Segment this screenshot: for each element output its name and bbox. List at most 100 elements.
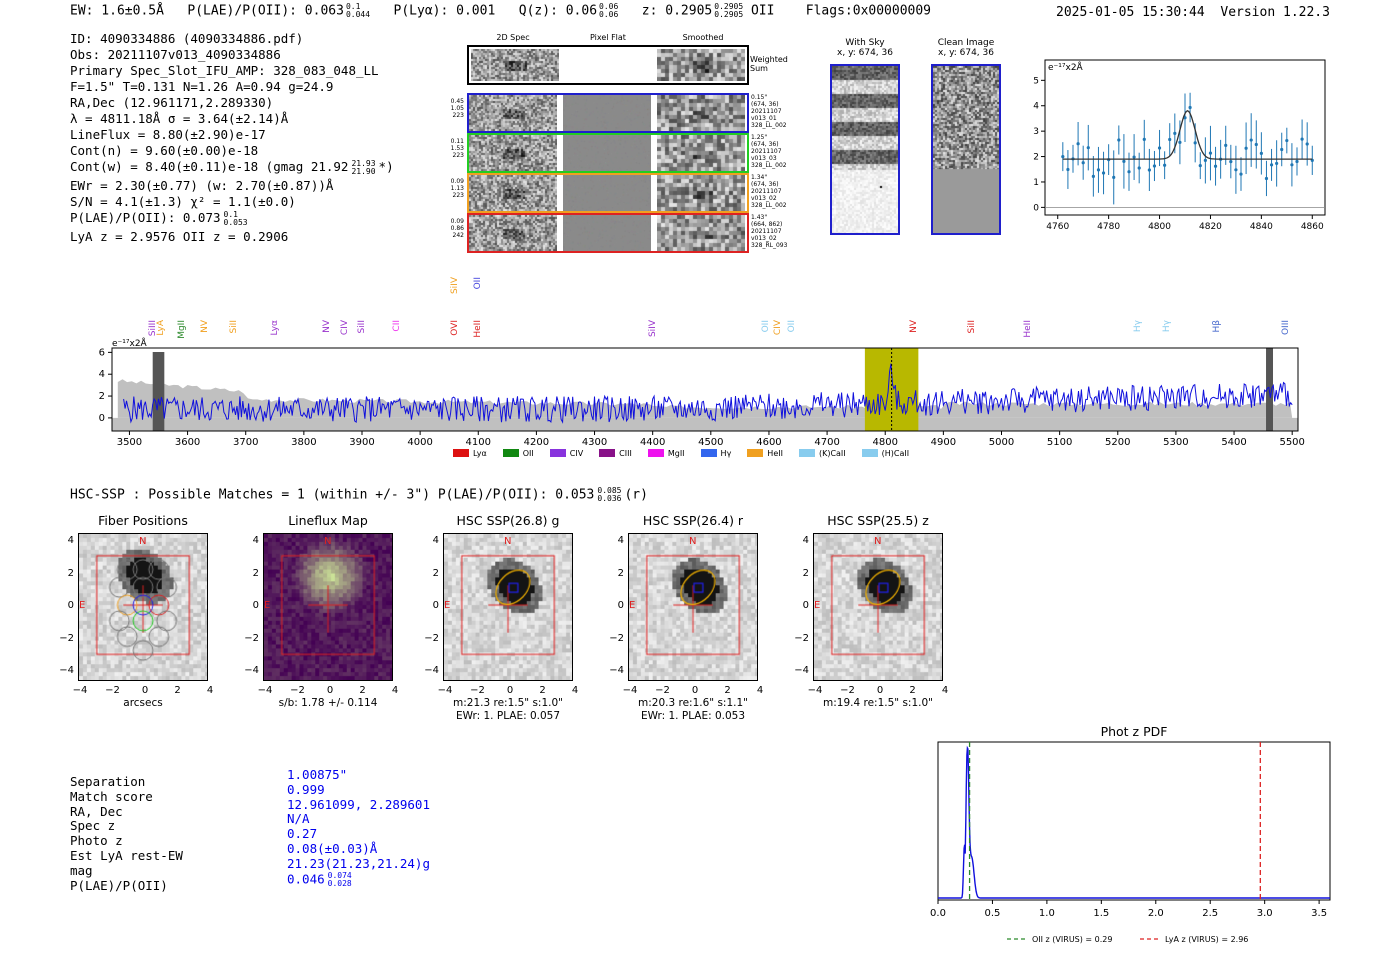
legend-swatch [647,449,664,457]
fiber-info: 20211107 [751,228,782,235]
photz-pdf-plot: 0.0 0.5 1.0 1.5 2.0 2.5 3.0 3.5 OII z (VIRUS) = … [930,741,1331,944]
hsc-panel-image [263,533,393,681]
clean-image-coords: x, y: 674, 36 [938,48,994,58]
hsc-ytick: 0 [432,600,439,611]
header-z-sub: 0.2905 [714,10,744,19]
hsc-panel-title: Fiber Positions [98,513,188,528]
fiber-row-right-info: 0.15" (674, 36) 20211107 v013_01 328_LL_002 [751,94,791,129]
fit-data-point [1275,161,1279,166]
spectrum-xtick-label: 3800 [291,437,316,448]
header-ew: EW: 1.6±0.5Å [70,3,164,19]
spectrum-xtick-label: 3900 [349,437,374,448]
fit-data-point [1198,164,1202,168]
fiber-flat-image [563,95,651,131]
hsc-xtick: −4 [622,685,638,696]
clean-image-title-text: Clean Image [937,38,995,48]
hsc-xtick: −2 [290,685,305,696]
hsc-ytick: −2 [244,632,259,644]
match-value: 21.23(21.23,21.24)g [287,856,430,872]
fit-data-point [1112,175,1116,179]
fit-data-point [1152,164,1157,168]
spectrum-ytick-label: 0 [99,413,105,424]
legend-item: (H)CaII [861,447,909,459]
legend-item: CIII [599,447,632,459]
fiber-flat-image [563,215,651,251]
fiber-row-left-stats: 0.11 1.53 223 [444,138,464,159]
fiber-smooth-image [657,135,745,171]
hsc-xtick: −2 [470,685,485,696]
hsc-xtick: −2 [655,685,670,696]
fit-model-curve [1062,110,1313,160]
header-plae-sup: 0.1 [345,2,361,11]
info-contn: Cont(n) = 9.60(±0.00)e-18 [70,143,259,158]
info-ewr: EWr = 2.30(±0.77) (w: 2.70(±0.87))Å [70,178,334,193]
spectrum-ytick-label: 6 [99,347,105,358]
fit-data-point [1142,137,1146,141]
legend-label: OII [522,448,534,458]
line-marker: CII [391,320,402,332]
fiber-row-right-info: 1.43" (664, 862) 20211107 v013_02 328_RL_093 [751,214,791,249]
weighted-smoothed-image [657,49,745,81]
hsc-panel-caption: m:19.4 re:1.5" s:1.0" [823,697,933,709]
spectrum-xtick-label: 4400 [640,437,665,448]
line-marker: Hβ [1211,320,1222,333]
legend-label: MgII [667,448,685,458]
hsc-panel-image [443,533,573,681]
info-sn: S/N = 4.1(±1.3) χ² = 1.1(±0.0) [70,194,296,209]
line-marker: OII [761,320,772,333]
fit-data-point [1280,147,1284,152]
legend-item: HeII [747,447,783,459]
fit-data-point [1193,141,1197,145]
photz-title: Phot z PDF [1100,724,1168,739]
fiber-info: v013_01 [751,115,777,122]
fit-data-point [1213,164,1218,168]
hsc-xtick: 0 [326,685,334,696]
hsc-ytick: −4 [244,665,259,676]
fiber-stat: 223 [452,192,464,199]
hsc-xtick: 0 [506,685,514,696]
fit-data-point [1229,159,1233,164]
hsc-xtick: 4 [391,685,399,696]
hsc-xtick: 2 [724,685,731,696]
fiber-stat: 1.13 [450,185,464,192]
hsc-panel-caption-2: EWr: 1. PLAE: 0.053 [640,710,746,722]
legend-swatch [861,449,878,457]
fit-data-point [1269,163,1274,167]
spectrum-xtick-label: 5000 [989,437,1014,448]
header-plae-sub: 0.044 [345,10,371,19]
fiber-stat: 0.09 [450,178,464,185]
match-label: Est LyA rest-EW [70,847,183,863]
fiber-info: 1.25" [751,134,768,141]
photz-xtick-label: 3.5 [1311,908,1327,919]
fit-data-point [1091,174,1095,178]
fit-data-point [1122,159,1126,163]
spectrum-xtick-label: 4800 [872,437,897,448]
hsc-ytick: −2 [424,632,439,644]
header-z-line: OII [750,3,775,19]
match-value: 0.046 0.074 0.028 [287,871,430,888]
fiber-info: 20211107 [751,188,782,195]
info-params: F=1.5" T=0.131 N=1.26 A=0.94 g=24.9 [70,79,334,94]
header-z-sup: 0.2905 [714,2,744,11]
fit-data-point [1259,151,1263,155]
fiber-smooth-image [657,215,745,251]
info-contw-end: *) [378,159,394,174]
photz-legend-lya: LyA z (VIRUS) = 2.96 [1165,935,1248,944]
fiber-stat: 0.11 [450,138,464,145]
clean-image [931,64,1001,235]
fit-data-point [1061,155,1065,159]
fit-data-point [1305,142,1309,146]
hsc-ytick: 0 [617,600,624,611]
hsc-ytick: −2 [609,632,624,644]
fit-data-point [1086,146,1090,150]
legend-label: Lyα [473,448,487,458]
fit-plot-ylabel: e⁻¹⁷x2Å [1048,61,1084,73]
fiber-info: v013_02 [751,235,777,242]
hsc-xtick: −4 [437,685,453,696]
hsc-ytick: −4 [59,665,74,676]
info-id: ID: 4090334886 (4090334886.pdf) [70,31,304,46]
hsc-xtick: 2 [909,685,916,696]
legend-label: CIII [619,448,632,458]
fit-ytick-label: 1 [1033,178,1039,188]
match-label: mag [70,862,93,878]
